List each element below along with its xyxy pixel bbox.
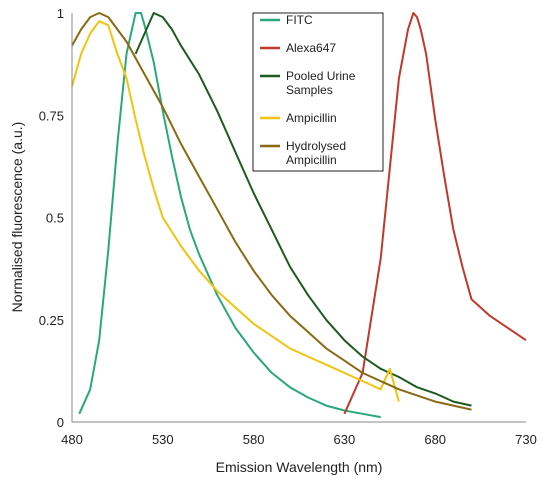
- legend-label-4: Ampicillin: [286, 111, 337, 125]
- legend-box: [252, 12, 384, 172]
- legend: FITC Alexa647 Pooled Urine Samples Ampicilli…: [252, 12, 384, 172]
- series-line-1: [78, 12, 381, 419]
- series-line-5: [71, 12, 472, 411]
- y-tick-labels: 0 0.25 0.5 0.75 1: [39, 6, 64, 430]
- legend-label-3: Pooled Urine Samples: [286, 69, 356, 97]
- x-axis-title: Emission Wavelength (nm): [216, 459, 383, 475]
- series-line-3: [134, 12, 472, 407]
- legend-label-5: Hydrolysed Ampicillin: [286, 139, 346, 167]
- legend-label-2: Alexa647: [286, 41, 336, 55]
- y-tick-label: 0.75: [39, 108, 64, 123]
- x-tick-label: 630: [334, 432, 356, 447]
- y-tick-label: 0.25: [39, 313, 64, 328]
- x-tick-labels: 480 530 580 630 680 730: [61, 432, 537, 447]
- x-tick-label: 580: [243, 432, 265, 447]
- x-tick-label: 480: [61, 432, 83, 447]
- series-line-4: [71, 20, 400, 402]
- y-tick-label: 0: [57, 415, 64, 430]
- y-tick-label: 1: [57, 6, 64, 21]
- legend-label-1: FITC: [286, 13, 313, 27]
- y-tick-label: 0.5: [46, 211, 64, 226]
- y-axis-title: Normalised fluorescence (a.u.): [9, 122, 25, 313]
- x-tick-label: 730: [515, 432, 537, 447]
- x-tick-label: 680: [424, 432, 446, 447]
- x-tick-label: 530: [152, 432, 174, 447]
- series-line-2: [343, 12, 527, 415]
- plot-lines: [71, 12, 527, 419]
